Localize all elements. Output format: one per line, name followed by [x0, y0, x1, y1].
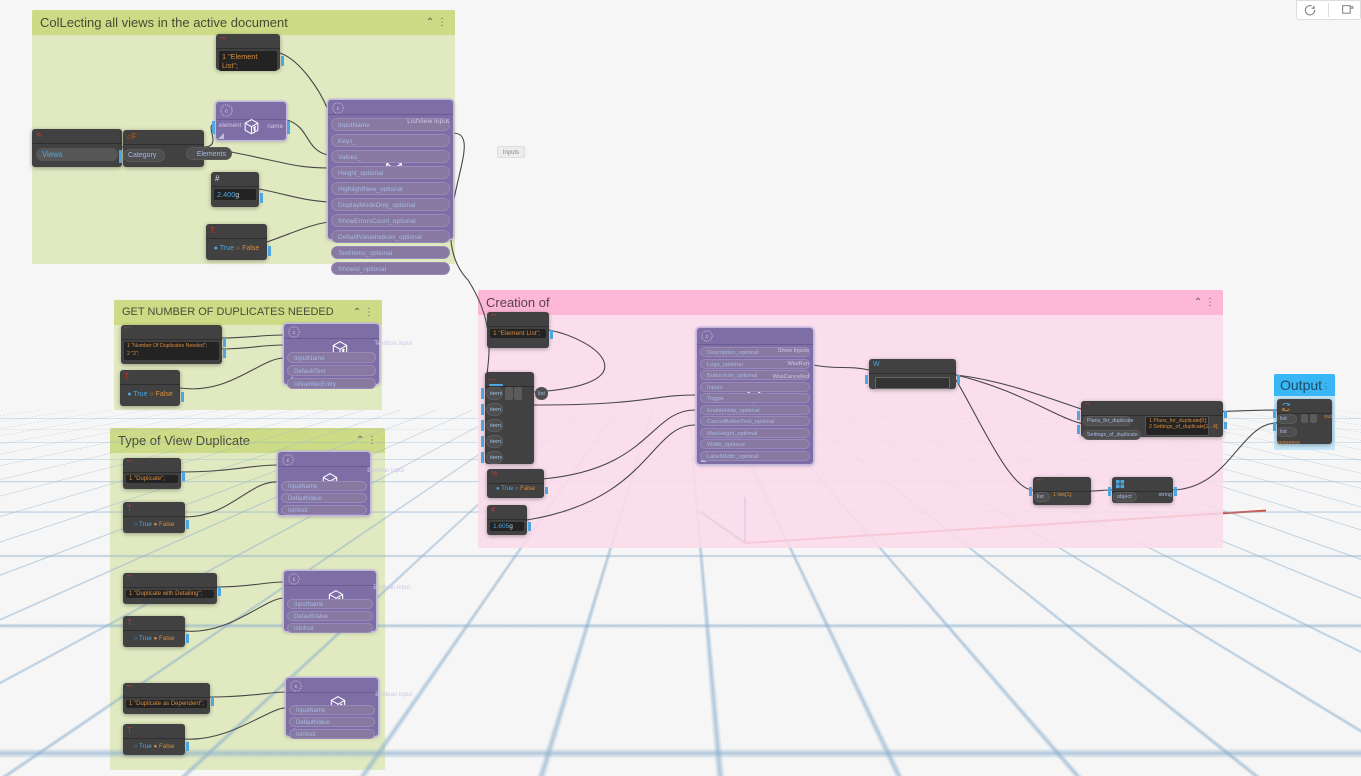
svg-text:c: c: [293, 577, 296, 583]
svg-text:c: c: [293, 330, 296, 336]
svg-text:c: c: [337, 106, 340, 112]
svg-text:c: c: [295, 684, 298, 690]
svg-text:c: c: [287, 458, 290, 464]
svg-text:c: c: [225, 109, 228, 115]
svg-text:c: c: [706, 334, 709, 340]
